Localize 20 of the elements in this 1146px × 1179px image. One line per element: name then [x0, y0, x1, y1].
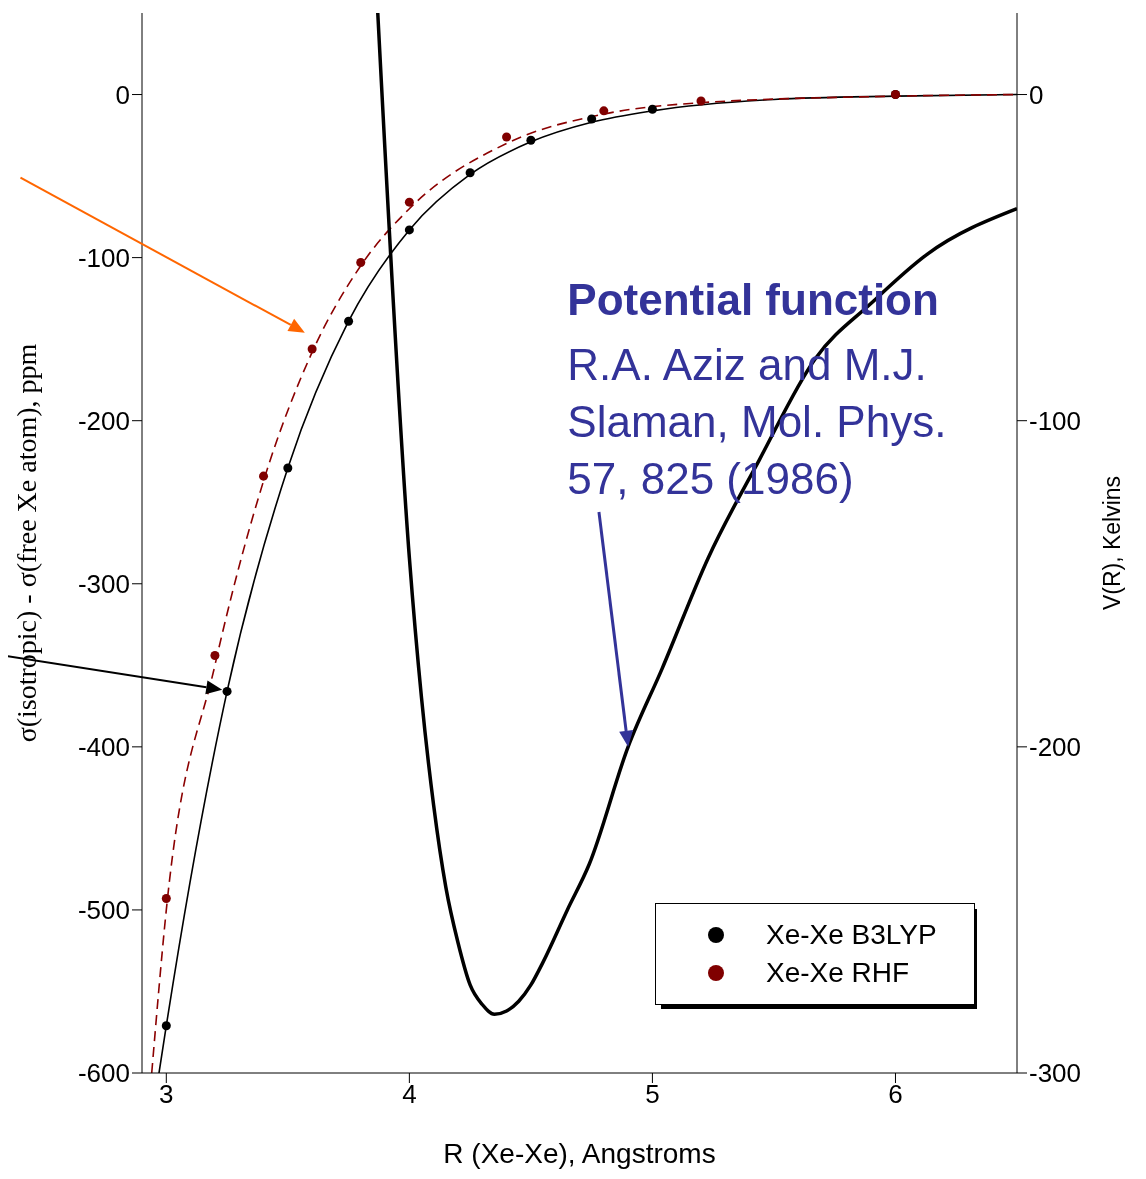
x-axis-title: R (Xe-Xe), Angstroms [443, 1138, 716, 1169]
x-tick-label: 6 [888, 1079, 903, 1110]
legend-label: Xe-Xe RHF [766, 957, 910, 989]
y2-tick-label: -200 [1029, 732, 1082, 763]
y-tick-label: -500 [77, 895, 130, 926]
y-axis-title: σ(isotropic) - σ(free Xe atom), ppm [10, 343, 42, 743]
y-tick-label: -100 [77, 242, 130, 273]
x-tick-label: 4 [402, 1079, 417, 1110]
legend-label: Xe-Xe B3LYP [766, 919, 937, 951]
y-tick-label: -300 [77, 569, 130, 599]
y2-tick-label: -300 [1029, 1058, 1082, 1089]
x-tick-label: 5 [645, 1079, 660, 1110]
y-tick-label: -200 [77, 405, 130, 436]
y2-axis-title: V(R), Kelvins [1099, 475, 1126, 611]
x-tick-label: 3 [159, 1079, 174, 1110]
y2-tick-label: 0 [1029, 79, 1044, 110]
y-tick-label: 0 [115, 79, 130, 110]
y-tick-label: -600 [77, 1058, 130, 1089]
y-tick-label: -400 [77, 732, 130, 763]
y2-tick-label: -100 [1029, 405, 1082, 436]
